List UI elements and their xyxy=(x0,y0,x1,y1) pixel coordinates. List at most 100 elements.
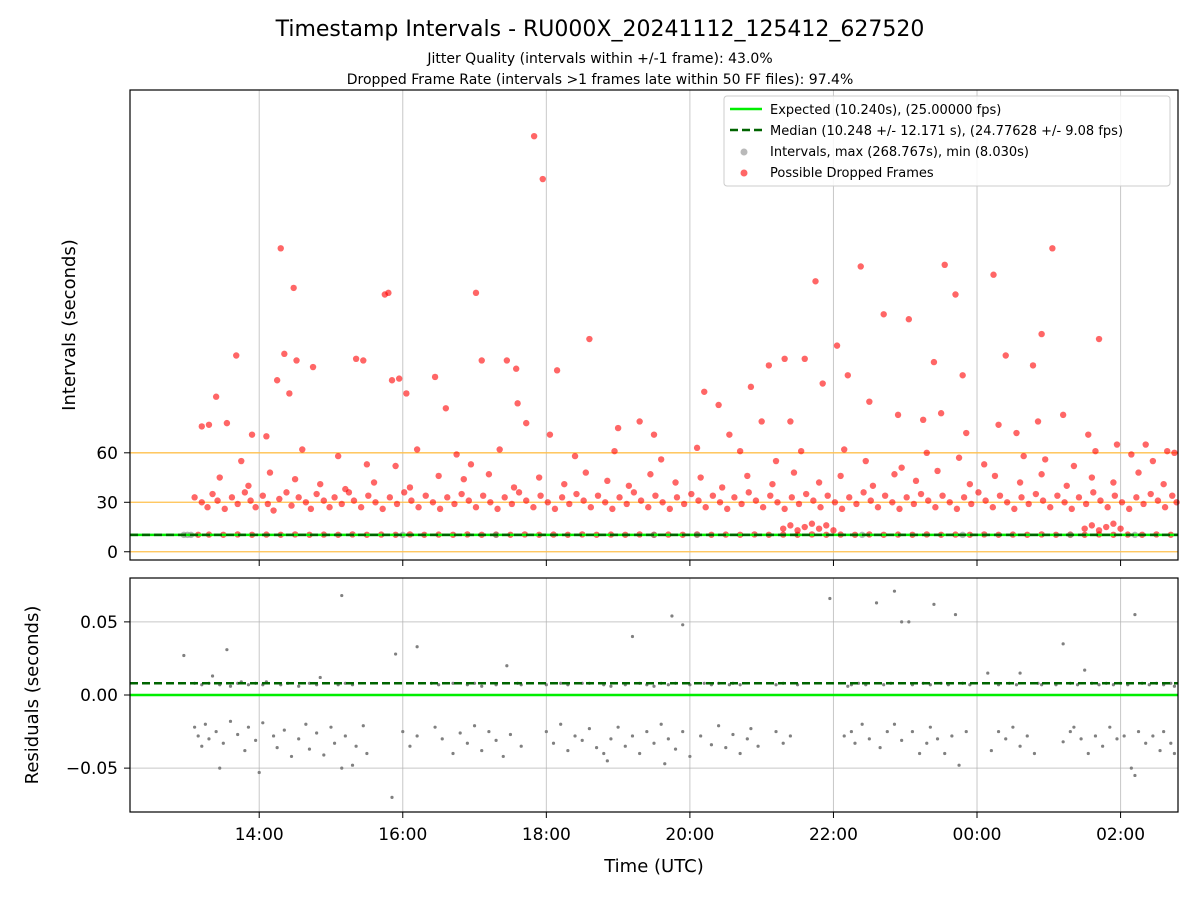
dropped-frame-point xyxy=(320,497,328,504)
dropped-frame-point xyxy=(802,490,810,498)
dropped-frame-point xyxy=(930,358,938,366)
residual-point xyxy=(623,744,627,748)
dropped-frame-point xyxy=(1038,330,1045,338)
dropped-frame-point xyxy=(385,289,392,297)
residual-point xyxy=(885,729,889,734)
residual-point xyxy=(609,684,613,688)
dropped-frame-point xyxy=(1020,452,1027,460)
residual-point xyxy=(892,722,897,726)
dropped-frame-point xyxy=(759,504,767,511)
dropped-frame-point xyxy=(1164,447,1171,455)
dropped-frame-point xyxy=(395,375,403,382)
residual-point xyxy=(717,724,721,728)
intervals-y-tick-label: 0 xyxy=(107,543,118,563)
dropped-frame-point xyxy=(451,500,458,508)
dropped-frame-point xyxy=(857,263,864,270)
residual-point xyxy=(332,741,337,745)
residual-point xyxy=(1083,668,1087,672)
residual-point xyxy=(289,754,294,759)
dropped-frame-point xyxy=(982,497,989,504)
dropped-frame-point xyxy=(1003,499,1011,506)
residual-point xyxy=(415,734,419,738)
dropped-frame-point xyxy=(214,497,221,504)
residual-point xyxy=(1061,740,1065,744)
dropped-frame-point xyxy=(758,418,765,425)
residual-point xyxy=(465,741,469,745)
dropped-frame-point xyxy=(1133,494,1140,501)
dropped-frame-point xyxy=(946,499,953,506)
dropped-frame-point xyxy=(386,494,394,501)
chart-subtitle-dropped: Dropped Frame Rate (intervals >1 frames … xyxy=(347,72,854,88)
dropped-frame-point xyxy=(587,504,595,511)
residual-point xyxy=(505,664,509,668)
dropped-frame-point xyxy=(1171,449,1178,457)
residual-point xyxy=(200,744,204,748)
dropped-frame-point xyxy=(370,479,378,486)
residual-point xyxy=(304,722,308,726)
residual-point xyxy=(218,766,222,770)
dropped-frame-point xyxy=(623,500,630,508)
x-tick-label: 18:00 xyxy=(522,825,571,845)
dropped-frame-point xyxy=(487,499,494,506)
dropped-frame-point xyxy=(1047,504,1054,511)
residual-point xyxy=(630,634,635,639)
dropped-frame-point xyxy=(774,499,781,506)
residual-point xyxy=(1018,744,1022,748)
dropped-frame-point xyxy=(673,494,681,501)
dropped-frame-point xyxy=(787,418,794,425)
dropped-frame-point xyxy=(1011,505,1018,513)
dropped-frame-point xyxy=(824,492,831,499)
dropped-frame-point xyxy=(996,492,1004,499)
dropped-frame-point xyxy=(1097,497,1104,504)
dropped-frame-point xyxy=(537,492,544,499)
residual-point xyxy=(1004,737,1008,741)
dropped-frame-point xyxy=(614,424,622,432)
residual-point xyxy=(709,743,714,747)
dropped-frame-point xyxy=(860,489,867,496)
dropped-frame-point xyxy=(1068,505,1075,513)
dropped-frame-point xyxy=(1104,504,1111,511)
residual-point xyxy=(1101,744,1105,748)
dropped-frame-point xyxy=(357,504,365,511)
dropped-frame-point xyxy=(1029,362,1037,369)
residual-point xyxy=(673,747,678,751)
dropped-frame-point xyxy=(1025,500,1032,508)
residual-point xyxy=(440,737,444,741)
residuals-expected-median-lines xyxy=(130,682,1178,697)
residual-point xyxy=(275,746,279,750)
dropped-frame-point xyxy=(444,494,451,501)
dropped-frame-point xyxy=(830,527,837,534)
dropped-frame-point xyxy=(917,490,925,498)
residual-point xyxy=(1025,734,1029,738)
dropped-frame-point xyxy=(894,411,902,419)
dropped-frame-point xyxy=(1169,492,1176,499)
residual-point xyxy=(950,734,954,738)
dropped-frame-point xyxy=(431,373,439,381)
residual-point xyxy=(699,734,703,738)
residual-point xyxy=(340,766,344,770)
residual-point xyxy=(917,751,922,756)
dropped-frame-point xyxy=(350,497,358,504)
residual-point xyxy=(182,653,186,658)
residual-point xyxy=(297,684,301,688)
dropped-frame-point xyxy=(688,490,695,498)
dropped-frame-point xyxy=(923,449,930,457)
dropped-frame-point xyxy=(787,522,794,529)
residual-point xyxy=(1169,681,1173,685)
residual-point xyxy=(501,754,505,759)
dropped-frame-point xyxy=(523,497,530,504)
dropped-frame-point xyxy=(609,505,616,513)
dropped-frame-point xyxy=(309,363,317,371)
dropped-frame-point xyxy=(934,467,941,475)
dropped-frame-point xyxy=(198,499,205,506)
dropped-frame-point xyxy=(636,418,643,425)
dropped-frame-point xyxy=(248,431,256,438)
residual-point xyxy=(329,725,333,729)
dropped-frame-point xyxy=(1117,525,1124,532)
dropped-frame-point xyxy=(862,457,869,465)
residual-point xyxy=(580,738,584,742)
dropped-frame-point xyxy=(1147,490,1154,498)
residual-point xyxy=(996,729,1001,734)
dropped-frame-point xyxy=(204,504,211,511)
dropped-frame-point xyxy=(544,499,551,506)
